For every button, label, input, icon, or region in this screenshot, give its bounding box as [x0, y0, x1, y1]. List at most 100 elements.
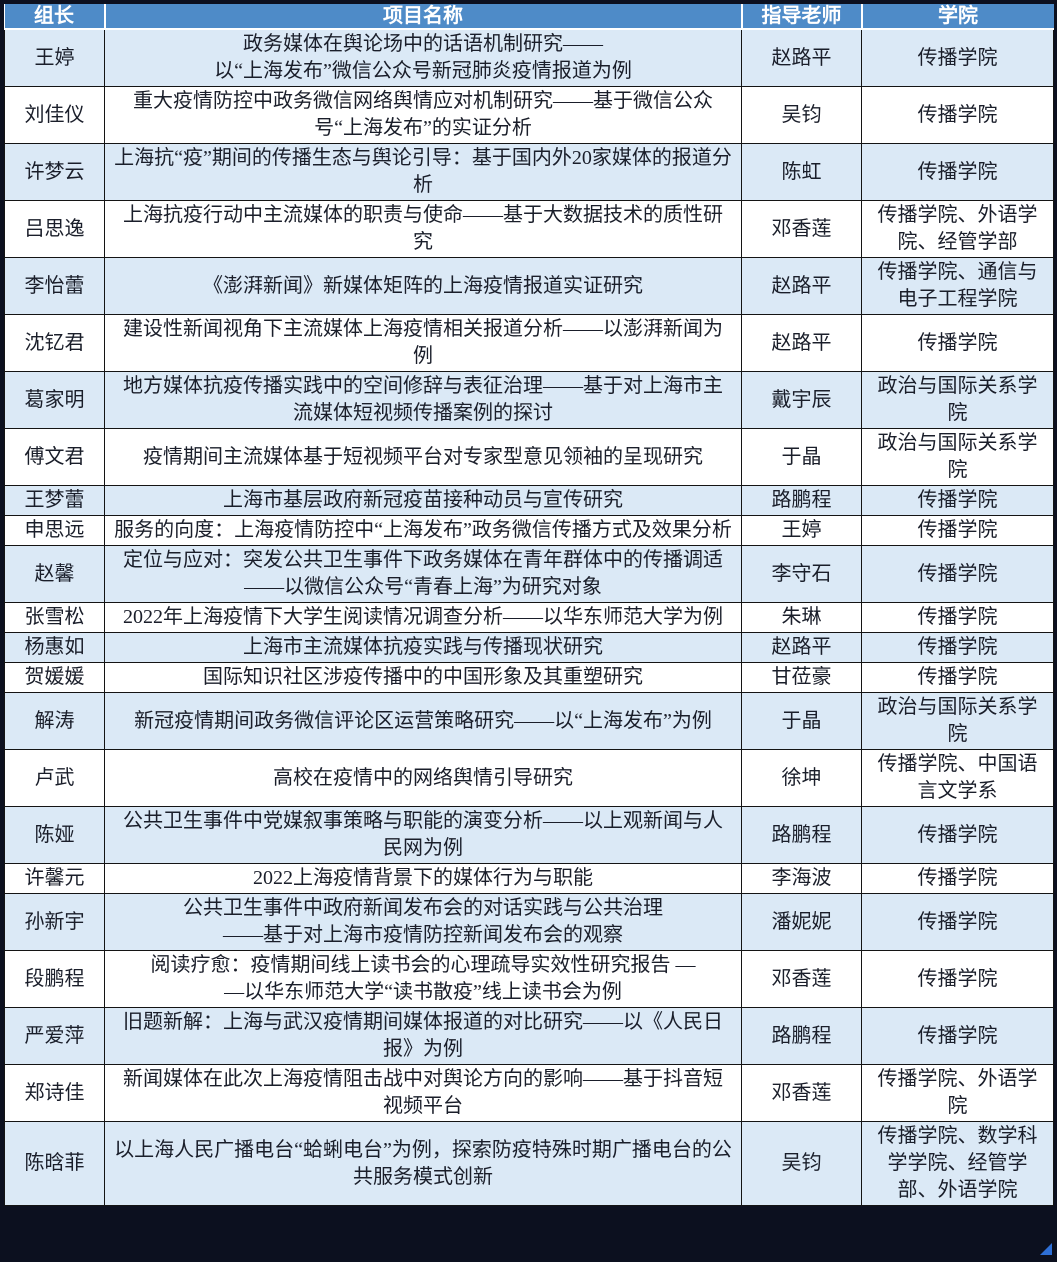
table-row: 解涛 新冠疫情期间政务微信评论区运营策略研究——以“上海发布”为例 于晶 政治与…: [4, 692, 1054, 750]
college-cell: 传播学院、外语学院、经管学部: [861, 200, 1054, 258]
col-header-advisor: 指导老师: [740, 4, 863, 30]
advisor-cell: 朱琳: [741, 602, 862, 633]
table-row: 王梦蕾 上海市基层政府新冠疫苗接种动员与宣传研究 路鹏程 传播学院: [4, 485, 1054, 516]
college-cell: 政治与国际关系学院: [861, 692, 1054, 750]
table-row: 葛家明 地方媒体抗疫传播实践中的空间修辞与表征治理——基于对上海市主流媒体短视频…: [4, 371, 1054, 429]
table-row: 许梦云 上海抗“疫”期间的传播生态与舆论引导：基于国内外20家媒体的报道分析 陈…: [4, 143, 1054, 201]
leader-cell: 王梦蕾: [4, 485, 105, 516]
table-row: 孙新宇 公共卫生事件中政府新闻发布会的对话实践与公共治理 ——基于对上海市疫情防…: [4, 893, 1054, 951]
college-cell: 传播学院: [861, 485, 1054, 516]
table-row: 段鹏程 阅读疗愈：疫情期间线上读书会的心理疏导实效性研究报告 — —以华东师范大…: [4, 950, 1054, 1008]
table-row: 杨惠如 上海市主流媒体抗疫实践与传播现状研究 赵路平 传播学院: [4, 632, 1054, 663]
college-cell: 政治与国际关系学院: [861, 371, 1054, 429]
advisor-cell: 戴宇辰: [741, 371, 862, 429]
college-cell: 传播学院: [861, 863, 1054, 894]
table-row: 赵馨 定位与应对：突发公共卫生事件下政务媒体在青年群体中的传播调适 ——以微信公…: [4, 545, 1054, 603]
project-cell: 阅读疗愈：疫情期间线上读书会的心理疏导实效性研究报告 — —以华东师范大学“读书…: [104, 950, 742, 1008]
leader-cell: 许馨元: [4, 863, 105, 894]
leader-cell: 许梦云: [4, 143, 105, 201]
advisor-cell: 路鹏程: [741, 485, 862, 516]
college-cell: 传播学院、中国语言文学系: [861, 749, 1054, 807]
project-cell: 服务的向度：上海疫情防控中“上海发布”政务微信传播方式及效果分析: [104, 515, 742, 546]
projects-table-wrap: 组长 项目名称 指导老师 学院 王婷 政务媒体在舆论场中的话语机制研究—— 以“…: [4, 4, 1054, 1206]
project-cell: 公共卫生事件中政府新闻发布会的对话实践与公共治理 ——基于对上海市疫情防控新闻发…: [104, 893, 742, 951]
advisor-cell: 邓香莲: [741, 1064, 862, 1122]
project-cell: 新闻媒体在此次上海疫情阻击战中对舆论方向的影响——基于抖音短视频平台: [104, 1064, 742, 1122]
college-cell: 传播学院: [861, 545, 1054, 603]
leader-cell: 解涛: [4, 692, 105, 750]
advisor-cell: 李海波: [741, 863, 862, 894]
corner-handle-icon: [1040, 1243, 1052, 1255]
college-cell: 传播学院、外语学院: [861, 1064, 1054, 1122]
header-row: 组长 项目名称 指导老师 学院: [4, 4, 1054, 30]
leader-cell: 李怡蕾: [4, 257, 105, 315]
leader-cell: 贺媛媛: [4, 662, 105, 693]
project-cell: 上海市基层政府新冠疫苗接种动员与宣传研究: [104, 485, 742, 516]
table-row: 严爱萍 旧题新解：上海与武汉疫情期间媒体报道的对比研究——以《人民日报》为例 路…: [4, 1007, 1054, 1065]
advisor-cell: 路鹏程: [741, 806, 862, 864]
project-cell: 《澎湃新闻》新媒体矩阵的上海疫情报道实证研究: [104, 257, 742, 315]
leader-cell: 杨惠如: [4, 632, 105, 663]
table-row: 郑诗佳 新闻媒体在此次上海疫情阻击战中对舆论方向的影响——基于抖音短视频平台 邓…: [4, 1064, 1054, 1122]
college-cell: 政治与国际关系学院: [861, 428, 1054, 486]
project-cell: 政务媒体在舆论场中的话语机制研究—— 以“上海发布”微信公众号新冠肺炎疫情报道为…: [104, 28, 742, 87]
leader-cell: 严爱萍: [4, 1007, 105, 1065]
leader-cell: 张雪松: [4, 602, 105, 633]
table-header: 组长 项目名称 指导老师 学院: [4, 4, 1054, 30]
leader-cell: 傅文君: [4, 428, 105, 486]
table-row: 张雪松 2022年上海疫情下大学生阅读情况调查分析——以华东师范大学为例 朱琳 …: [4, 602, 1054, 633]
advisor-cell: 徐坤: [741, 749, 862, 807]
project-cell: 上海市主流媒体抗疫实践与传播现状研究: [104, 632, 742, 663]
project-cell: 新冠疫情期间政务微信评论区运营策略研究——以“上海发布”为例: [104, 692, 742, 750]
table-body: 王婷 政务媒体在舆论场中的话语机制研究—— 以“上海发布”微信公众号新冠肺炎疫情…: [4, 28, 1054, 1206]
advisor-cell: 赵路平: [741, 314, 862, 372]
table-row: 傅文君 疫情期间主流媒体基于短视频平台对专家型意见领袖的呈现研究 于晶 政治与国…: [4, 428, 1054, 486]
table-row: 王婷 政务媒体在舆论场中的话语机制研究—— 以“上海发布”微信公众号新冠肺炎疫情…: [4, 28, 1054, 87]
project-cell: 定位与应对：突发公共卫生事件下政务媒体在青年群体中的传播调适 ——以微信公众号“…: [104, 545, 742, 603]
college-cell: 传播学院、通信与电子工程学院: [861, 257, 1054, 315]
table-row: 李怡蕾 《澎湃新闻》新媒体矩阵的上海疫情报道实证研究 赵路平 传播学院、通信与电…: [4, 257, 1054, 315]
advisor-cell: 吴钧: [741, 1121, 862, 1206]
leader-cell: 沈钇君: [4, 314, 105, 372]
leader-cell: 陈娅: [4, 806, 105, 864]
college-cell: 传播学院: [861, 143, 1054, 201]
project-cell: 高校在疫情中的网络舆情引导研究: [104, 749, 742, 807]
project-cell: 重大疫情防控中政务微信网络舆情应对机制研究——基于微信公众号“上海发布”的实证分…: [104, 86, 742, 144]
advisor-cell: 李守石: [741, 545, 862, 603]
table-row: 陈晗菲 以上海人民广播电台“蛤蜊电台”为例，探索防疫特殊时期广播电台的公共服务模…: [4, 1121, 1054, 1206]
col-header-leader: 组长: [4, 4, 106, 30]
advisor-cell: 吴钧: [741, 86, 862, 144]
college-cell: 传播学院: [861, 86, 1054, 144]
advisor-cell: 王婷: [741, 515, 862, 546]
project-cell: 旧题新解：上海与武汉疫情期间媒体报道的对比研究——以《人民日报》为例: [104, 1007, 742, 1065]
table-row: 陈娅 公共卫生事件中党媒叙事策略与职能的演变分析——以上观新闻与人民网为例 路鹏…: [4, 806, 1054, 864]
project-cell: 建设性新闻视角下主流媒体上海疫情相关报道分析——以澎湃新闻为例: [104, 314, 742, 372]
college-cell: 传播学院: [861, 602, 1054, 633]
project-cell: 以上海人民广播电台“蛤蜊电台”为例，探索防疫特殊时期广播电台的公共服务模式创新: [104, 1121, 742, 1206]
project-cell: 公共卫生事件中党媒叙事策略与职能的演变分析——以上观新闻与人民网为例: [104, 806, 742, 864]
table-row: 申思远 服务的向度：上海疫情防控中“上海发布”政务微信传播方式及效果分析 王婷 …: [4, 515, 1054, 546]
project-cell: 2022年上海疫情下大学生阅读情况调查分析——以华东师范大学为例: [104, 602, 742, 633]
table-row: 沈钇君 建设性新闻视角下主流媒体上海疫情相关报道分析——以澎湃新闻为例 赵路平 …: [4, 314, 1054, 372]
advisor-cell: 邓香莲: [741, 200, 862, 258]
leader-cell: 陈晗菲: [4, 1121, 105, 1206]
table-row: 贺媛媛 国际知识社区涉疫传播中的中国形象及其重塑研究 甘莅豪 传播学院: [4, 662, 1054, 693]
college-cell: 传播学院: [861, 1007, 1054, 1065]
college-cell: 传播学院、数学科学学院、经管学部、外语学院: [861, 1121, 1054, 1206]
college-cell: 传播学院: [861, 632, 1054, 663]
col-header-college: 学院: [860, 4, 1054, 30]
advisor-cell: 甘莅豪: [741, 662, 862, 693]
advisor-cell: 潘妮妮: [741, 893, 862, 951]
college-cell: 传播学院: [861, 314, 1054, 372]
advisor-cell: 赵路平: [741, 257, 862, 315]
project-cell: 地方媒体抗疫传播实践中的空间修辞与表征治理——基于对上海市主流媒体短视频传播案例…: [104, 371, 742, 429]
advisor-cell: 于晶: [741, 428, 862, 486]
col-header-project: 项目名称: [103, 4, 743, 30]
leader-cell: 葛家明: [4, 371, 105, 429]
leader-cell: 郑诗佳: [4, 1064, 105, 1122]
college-cell: 传播学院: [861, 515, 1054, 546]
college-cell: 传播学院: [861, 806, 1054, 864]
projects-table: 组长 项目名称 指导老师 学院 王婷 政务媒体在舆论场中的话语机制研究—— 以“…: [4, 4, 1054, 1206]
college-cell: 传播学院: [861, 893, 1054, 951]
